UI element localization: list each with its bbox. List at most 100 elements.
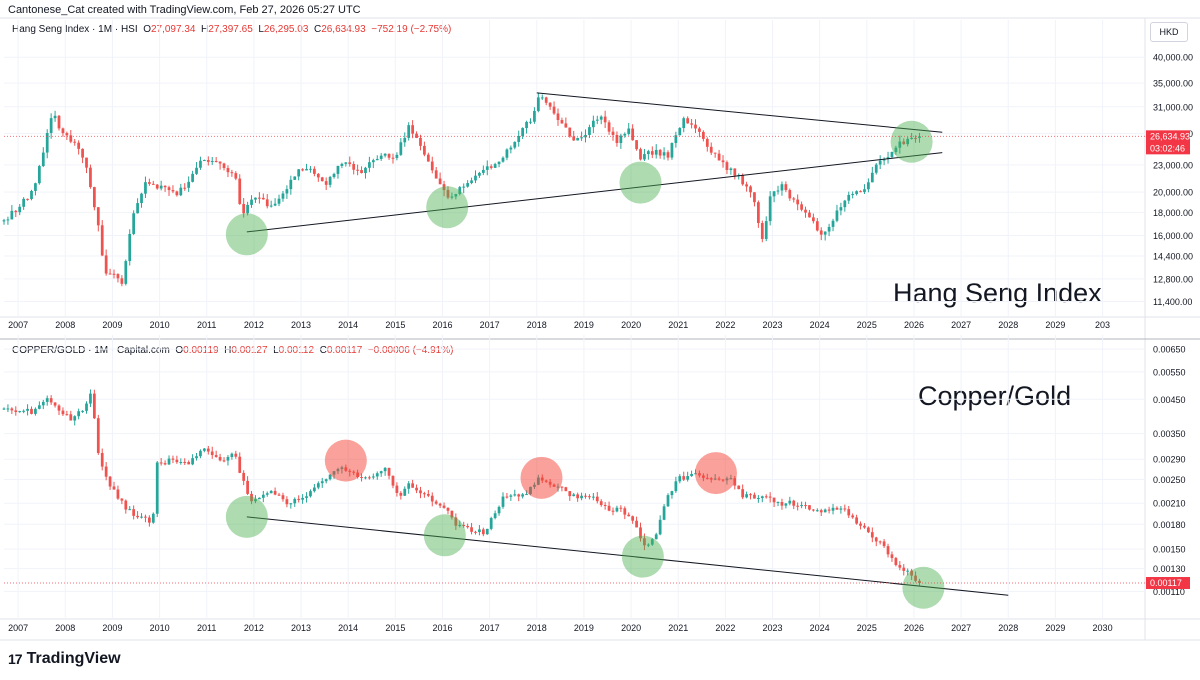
cg-candle-body	[454, 517, 458, 526]
hsi-candle-body	[525, 121, 528, 129]
cg-candle-body	[870, 532, 874, 538]
cg-candle-body	[144, 516, 147, 518]
cg-candle-body	[666, 495, 670, 507]
hsi-candle-body	[662, 152, 666, 156]
hsi-candle-body	[808, 212, 811, 218]
hsi-candle-body	[34, 183, 37, 191]
cg-candle-body	[450, 510, 454, 518]
cg-candle-body	[615, 507, 619, 512]
hsi-candle-body	[6, 219, 10, 221]
hsi-candle-body	[132, 213, 136, 234]
currency-button[interactable]: HKD	[1150, 22, 1188, 42]
cg-candle-body	[560, 486, 564, 488]
hsi-candle-body	[360, 170, 363, 174]
cg-candle-body	[568, 491, 572, 497]
cg-candle-body	[419, 490, 422, 494]
hsi-y-tick: 35,000.00	[1153, 79, 1193, 89]
hsi-candle-body	[847, 194, 851, 201]
cg-candle-body	[85, 403, 88, 411]
hsi-candle-body	[411, 125, 414, 134]
cg-candle-body	[22, 410, 26, 412]
cg-candle-body	[407, 483, 411, 489]
cg-low-label: L	[273, 345, 279, 356]
cg-candle-body	[30, 408, 33, 414]
hsi-candle-body	[784, 184, 788, 191]
hsi-candle-body	[584, 134, 587, 138]
hsi-candle-body	[328, 177, 332, 185]
hsi-x-tick: 2017	[480, 320, 500, 330]
hsi-x-tick: 2018	[527, 320, 547, 330]
hsi-candle-body	[407, 125, 411, 138]
hsi-candle-body	[49, 118, 53, 133]
hsi-candle-body	[595, 119, 599, 121]
cg-candle-body	[289, 503, 293, 505]
hsi-x-tick: 2023	[763, 320, 783, 330]
cg-y-tick: 0.00180	[1153, 520, 1186, 530]
tradingview-wordmark: TradingView	[26, 650, 121, 667]
hsi-candle-body	[643, 154, 646, 160]
cg-candle-body	[14, 410, 18, 413]
hsi-candle-body	[124, 261, 128, 284]
cg-candle-body	[45, 398, 49, 402]
cg-candle-body	[442, 505, 446, 508]
hsi-candle-body	[768, 196, 772, 222]
cg-candle-body	[874, 537, 878, 542]
cg-candle-body	[698, 473, 701, 476]
hsi-candle-body	[462, 186, 466, 188]
hsi-close: 26,634.93	[321, 24, 366, 35]
hsi-candle-body	[364, 167, 367, 174]
hsi-candle-body	[627, 128, 631, 134]
cg-candle-body	[639, 527, 642, 539]
cg-x-tick: 2024	[810, 623, 830, 633]
hsi-candle-body	[855, 191, 858, 194]
cg-candle-body	[195, 456, 198, 459]
cg-candle-body	[902, 567, 906, 571]
hsi-candle-body	[894, 147, 898, 152]
hsi-candle-body	[478, 172, 481, 176]
hsi-candles	[2, 92, 921, 287]
hsi-candle-body	[238, 178, 242, 204]
cg-candle-body	[360, 477, 363, 479]
hsi-candle-body	[65, 133, 69, 136]
cg-chart: 0.00110 0.00130 0.00150 0.00180 0.00210 0.002…	[2, 335, 1190, 633]
hsi-candle-body	[607, 122, 611, 132]
cg-candle-body	[721, 479, 725, 481]
cg-candle-body	[823, 509, 827, 513]
cg-candle-body	[261, 494, 265, 498]
cg-candle-body	[493, 513, 497, 519]
tradingview-logo-icon: 17	[8, 651, 23, 667]
cg-candle-body	[167, 458, 171, 465]
tradingview-brand[interactable]: 17 TradingView	[8, 650, 121, 668]
hsi-candle-body	[254, 197, 257, 200]
cg-candle-body	[324, 479, 328, 482]
hsi-candle-body	[529, 121, 532, 123]
hsi-x-tick: 2027	[951, 320, 971, 330]
cg-candle-body	[368, 477, 371, 479]
hsi-candle-body	[863, 189, 866, 193]
hsi-candle-body	[140, 193, 143, 204]
hsi-candle-body	[729, 168, 733, 171]
hsi-candle-body	[195, 167, 198, 174]
cg-y-tick: 0.00130	[1153, 564, 1186, 574]
hsi-candle-body	[316, 173, 320, 178]
hsi-candle-body	[214, 160, 218, 162]
hsi-candle-body	[470, 180, 473, 184]
cg-candle-body	[540, 477, 544, 481]
hsi-candle-body	[81, 148, 84, 158]
hsi-low: 26,295.03	[263, 24, 309, 35]
hsi-candle-body	[568, 127, 572, 137]
hsi-candle-body	[242, 203, 246, 214]
hsi-candle-body	[218, 161, 222, 164]
hsi-candle-body	[882, 158, 886, 161]
cg-candle-body	[658, 519, 662, 535]
cg-candle-body	[301, 497, 304, 500]
cg-candle-body	[533, 484, 536, 487]
hsi-candle-body	[509, 147, 513, 150]
cg-candle-body	[148, 517, 151, 523]
cg-chart-label: Copper/Gold	[918, 381, 1072, 411]
cg-x-tick: 2022	[715, 623, 735, 633]
hsi-title: Hang Seng Index · 1M · HSI	[12, 24, 138, 35]
hsi-candle-body	[851, 193, 855, 195]
cg-red-marker	[520, 456, 563, 499]
